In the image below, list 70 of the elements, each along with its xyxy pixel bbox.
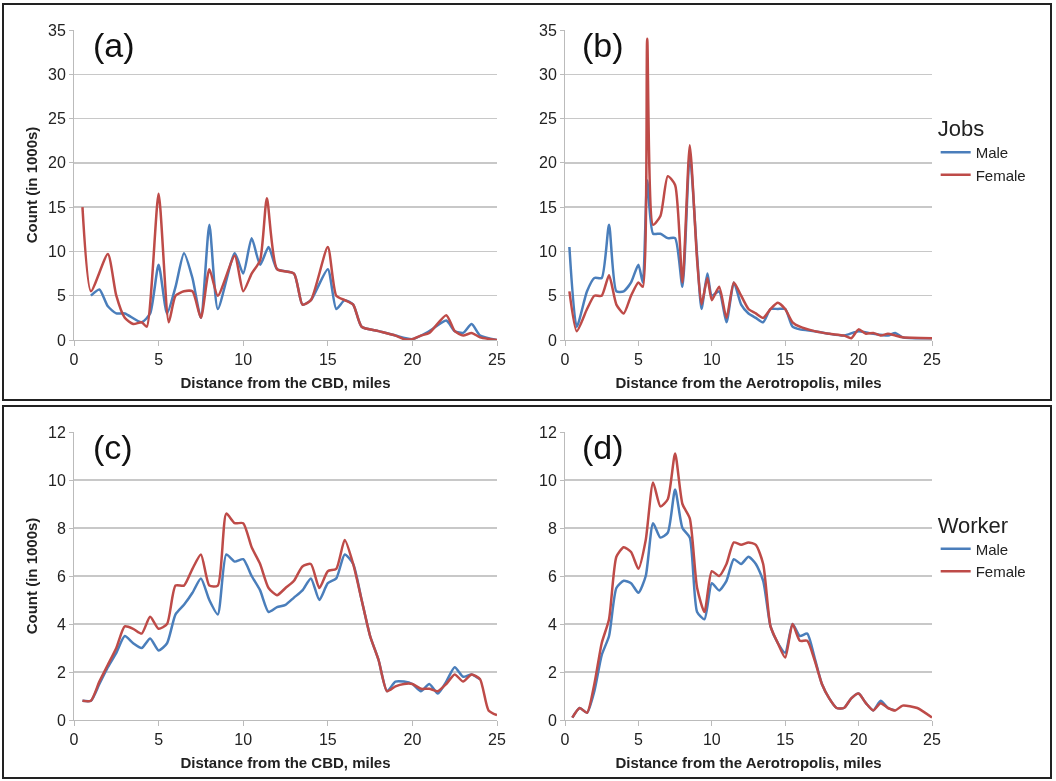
y-tick-label: 0 <box>547 331 557 349</box>
y-tick-label: 6 <box>547 567 557 585</box>
y-tick-label: 20 <box>48 154 66 172</box>
x-tick-label: 10 <box>702 351 721 369</box>
annotation: (a) <box>93 26 135 64</box>
y-tick-label: 10 <box>539 243 557 261</box>
y-tick-label: 2 <box>547 663 557 681</box>
x-tick-label: 25 <box>923 731 941 749</box>
y-tick-label: 5 <box>56 287 66 305</box>
x-tick-label: 15 <box>776 731 795 749</box>
y-tick-label: 30 <box>48 65 66 83</box>
x-tick-label: 25 <box>488 731 506 749</box>
x-axis-title: Distance from the CBD, miles <box>180 754 391 772</box>
y-tick-label: 10 <box>539 471 557 489</box>
y-tick-label: 25 <box>48 110 66 128</box>
x-axis-title: Distance from the Aerotropolis, miles <box>615 754 882 772</box>
x-tick-label: 0 <box>560 351 570 369</box>
y-tick-label: 10 <box>48 471 66 489</box>
legend-label: Female <box>975 563 1026 581</box>
x-tick-label: 10 <box>234 731 253 749</box>
y-axis-title: Count (in 1000s) <box>23 517 41 635</box>
y-tick-label: 25 <box>539 110 557 128</box>
annotation: (c) <box>93 428 133 466</box>
legend-label: Female <box>975 166 1026 184</box>
x-tick-label: 5 <box>154 351 164 369</box>
x-tick-label: 5 <box>633 731 643 749</box>
y-tick-label: 5 <box>547 287 557 305</box>
x-tick-label: 15 <box>318 351 337 369</box>
legend-title: Worker <box>937 512 1009 538</box>
y-tick-label: 4 <box>547 615 557 633</box>
x-tick-label: 10 <box>234 351 253 369</box>
x-tick-label: 25 <box>923 351 941 369</box>
y-tick-label: 8 <box>547 519 557 537</box>
x-tick-label: 20 <box>849 731 868 749</box>
legend-title: Jobs <box>937 116 985 142</box>
x-tick-label: 25 <box>488 351 506 369</box>
x-axis-title: Distance from the Aerotropolis, miles <box>615 374 882 392</box>
x-tick-label: 20 <box>403 731 422 749</box>
annotation: (d) <box>582 428 624 466</box>
x-tick-label: 0 <box>69 731 79 749</box>
x-tick-label: 15 <box>776 351 795 369</box>
y-tick-label: 20 <box>539 154 557 172</box>
legend-label: Male <box>975 540 1009 558</box>
x-tick-label: 5 <box>154 731 164 749</box>
y-tick-label: 15 <box>539 198 557 216</box>
y-tick-label: 30 <box>539 65 557 83</box>
y-tick-label: 12 <box>48 423 66 441</box>
x-tick-label: 15 <box>318 731 337 749</box>
x-tick-label: 10 <box>702 731 721 749</box>
x-tick-label: 0 <box>69 351 79 369</box>
y-tick-label: 0 <box>56 711 66 729</box>
y-axis-title: Count (in 1000s) <box>23 126 41 244</box>
y-tick-label: 8 <box>56 519 66 537</box>
x-axis-title: Distance from the CBD, miles <box>180 374 391 392</box>
annotation: (b) <box>582 26 624 64</box>
y-tick-label: 15 <box>48 198 66 216</box>
y-tick-label: 35 <box>48 21 66 39</box>
y-tick-label: 4 <box>56 615 66 633</box>
x-tick-label: 5 <box>633 351 643 369</box>
y-tick-label: 6 <box>56 567 66 585</box>
y-tick-label: 2 <box>56 663 66 681</box>
x-tick-label: 20 <box>403 351 422 369</box>
y-tick-label: 0 <box>56 331 66 349</box>
x-tick-label: 20 <box>849 351 868 369</box>
y-tick-label: 35 <box>539 21 557 39</box>
legend-label: Male <box>975 144 1009 162</box>
y-tick-label: 12 <box>539 423 557 441</box>
y-tick-label: 10 <box>48 243 66 261</box>
y-tick-label: 0 <box>547 711 557 729</box>
x-tick-label: 0 <box>560 731 570 749</box>
